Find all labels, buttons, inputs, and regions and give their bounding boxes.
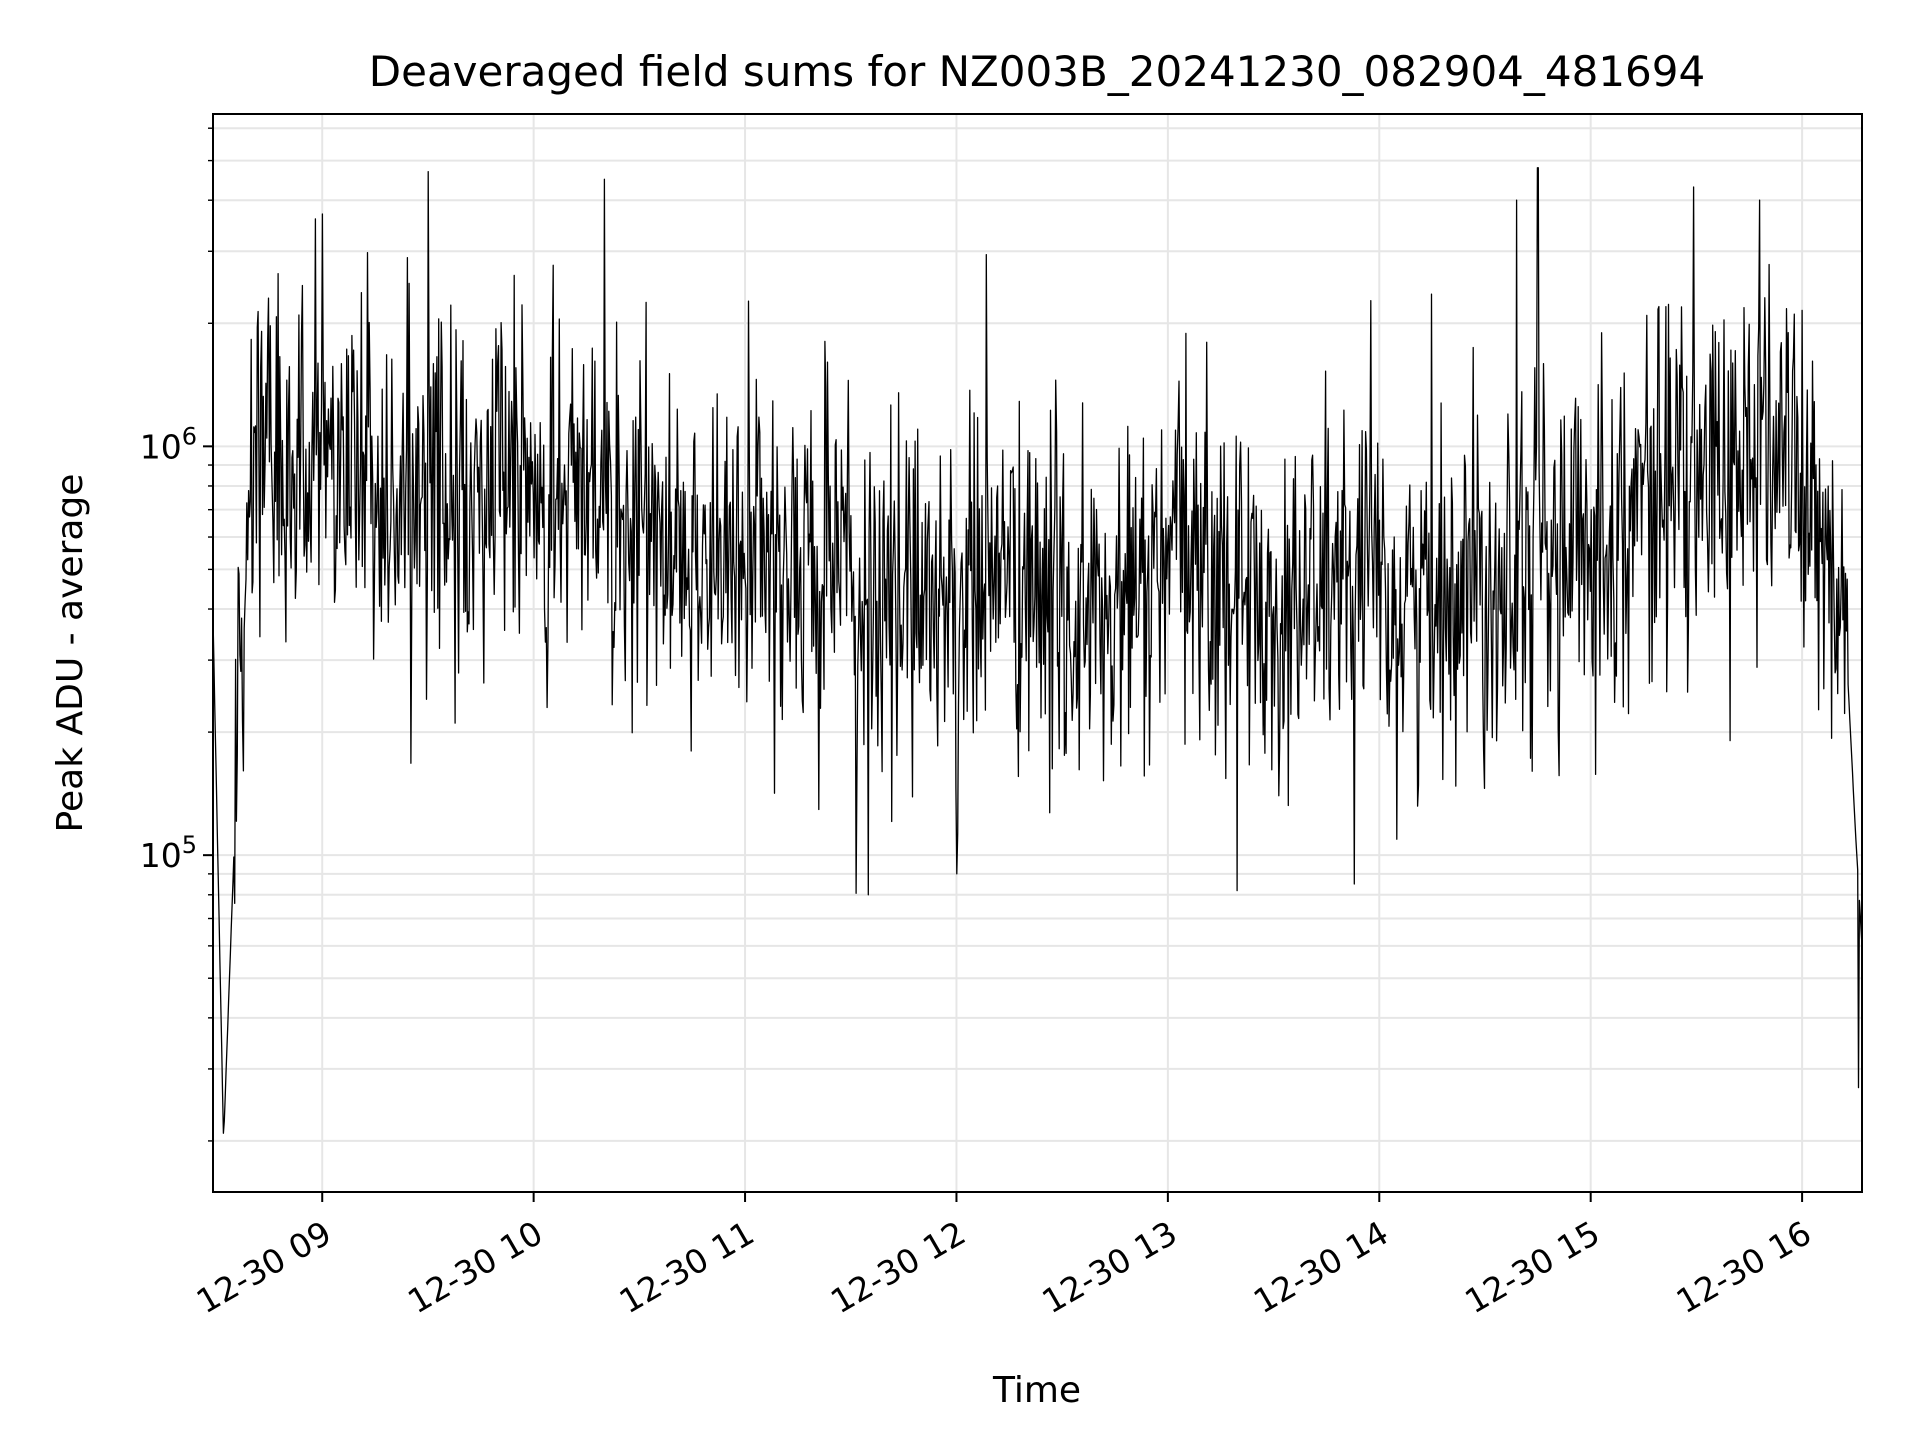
x-axis-label: Time — [992, 1370, 1081, 1411]
plot-frame — [212, 113, 1863, 1193]
chart-title: Deaveraged field sums for NZ003B_2024123… — [369, 47, 1705, 96]
y-axis: 105 106 — [140, 422, 213, 875]
y-axis-label: Peak ADU - average — [50, 474, 91, 833]
data-series — [212, 167, 1863, 1134]
y-tick-label: 106 — [140, 422, 197, 466]
y-tick-label: 105 — [140, 831, 197, 875]
data-line — [212, 167, 1863, 1134]
